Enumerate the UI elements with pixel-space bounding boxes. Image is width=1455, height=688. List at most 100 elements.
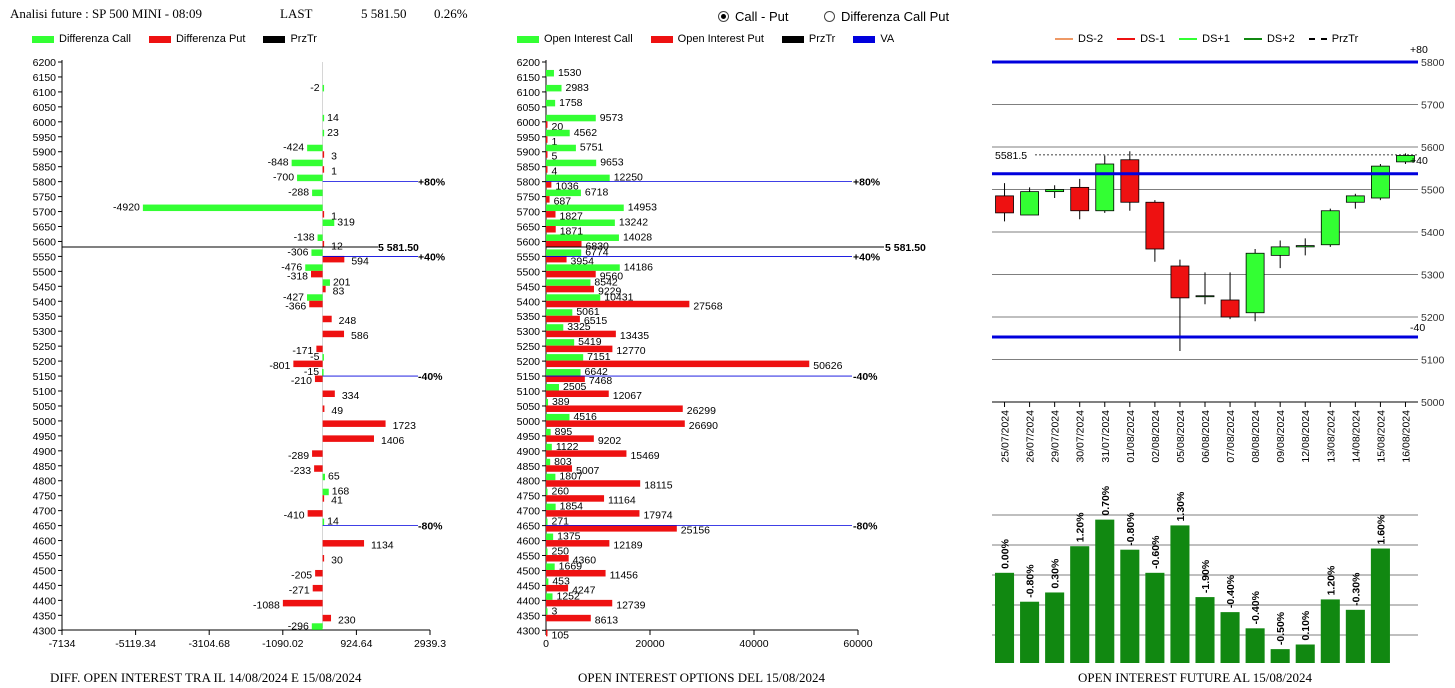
y-tick-label: 5400 [517,296,541,308]
oi-put-bar [546,510,640,517]
oi-put-label: 12739 [616,599,645,611]
candle-up [1295,245,1315,248]
candle-up [1371,165,1390,199]
oi-call-bar [546,488,548,496]
candle-up [1320,210,1340,246]
y-tick-label: 5200 [33,356,57,368]
y-tick-label: 5950 [33,132,57,144]
x-tick-label: 26/07/2024 [1025,410,1037,463]
call-diff-bar [322,369,324,376]
radio-diff-call-put[interactable]: Differenza Call Put [824,9,949,24]
radio-call-put[interactable]: Call - Put [718,9,788,24]
put-diff-bar [322,495,325,502]
call-diff-bar [305,264,323,271]
oi-call-bar [546,84,562,92]
x-tick-label: 01/08/2024 [1125,410,1137,463]
ds-level-label: +80 [1410,44,1428,56]
y-tick-label: 4650 [33,521,57,533]
oi-call-label: 453 [552,575,570,587]
y-tick-label: 4800 [517,476,541,488]
candle-down [1145,201,1165,250]
oi-put-label: 9229 [598,285,622,297]
oi-put-bar [546,420,685,427]
oi-put-bar [546,285,594,293]
put-diff-bar [322,255,345,263]
radio-call-put-label: Call - Put [735,9,789,24]
future-oi-label: 0.10% [1300,610,1312,640]
oi-call-bar [546,174,610,182]
last-value: 5 581.50 [361,6,407,21]
future-oi-bar [995,572,1015,663]
legend-item: Differenza Put [148,33,245,45]
oi-put-bar [546,330,616,338]
prztr-label: 5581.5 [995,150,1027,162]
call-diff-label: -2 [310,82,319,94]
y-tick-label: 5800 [1421,57,1445,69]
oi-put-label: 11456 [610,569,639,581]
y-tick-label: 5500 [33,266,57,278]
va-label: -80% [418,521,443,533]
y-tick-label: 4850 [517,461,541,473]
oi-put-bar [546,255,567,263]
legend-right: DS-2 DS-1 DS+1 DS+2 PrzTr [1055,33,1358,45]
oi-call-label: 260 [552,486,570,498]
call-diff-bar [322,518,325,526]
oi-call-label: 1854 [560,501,584,513]
oi-call-label: 1122 [556,441,579,453]
legend-label: Differenza Call [59,33,131,45]
legend-line [1055,38,1073,40]
oi-put-label: 4 [552,166,558,178]
y-tick-label: 5250 [517,341,541,353]
oi-put-label: 105 [552,629,570,641]
y-tick-label: 5550 [517,251,541,263]
put-diff-bar [322,151,325,158]
oi-put-label: 13435 [620,330,649,342]
oi-call-label: 9573 [600,112,624,124]
oi-put-label: 12189 [613,540,642,552]
legend-line [1308,38,1327,40]
put-diff-bar [322,540,365,547]
legend-item: Open Interest Call [517,33,633,45]
candle-down [1070,186,1090,212]
oi-call-label: 13242 [619,217,648,229]
radio-dot-selected[interactable] [718,11,729,22]
oi-put-label: 7468 [589,375,613,387]
future-oi-bar [1345,609,1365,663]
put-diff-label: 230 [338,614,356,626]
oi-call-label: 895 [555,426,573,438]
legend-label: VA [880,33,895,45]
call-diff-label: -424 [283,142,304,154]
y-tick-label: 5450 [33,281,57,293]
y-tick-label: 4750 [33,491,57,503]
x-tick-label: 14/08/2024 [1350,410,1362,463]
put-diff-label: -801 [269,360,290,372]
oi-call-label: 2983 [566,82,590,94]
oi-call-label: 14953 [628,202,657,214]
y-tick-label: 5300 [33,326,57,338]
x-tick-label: 2939.3 [414,638,446,650]
oi-put-bar [546,495,605,502]
call-diff-bar [322,354,324,361]
oi-put-bar [546,345,613,353]
put-diff-label: -205 [291,569,312,581]
future-oi-label: 1.60% [1375,514,1387,544]
oi-call-label: 4562 [574,127,598,139]
call-diff-bar [291,159,323,167]
oi-put-bar [546,121,548,128]
radio-dot[interactable] [824,11,835,22]
oi-put-bar [546,166,548,173]
put-diff-bar [307,510,323,517]
x-tick-label: -5119.34 [115,638,156,650]
legend-line [1117,38,1136,40]
ds-level-label: -40 [1410,322,1425,334]
put-diff-label: 49 [331,405,343,417]
y-tick-label: 4500 [33,565,57,577]
put-diff-label: 12 [331,240,343,252]
x-tick-label: 05/08/2024 [1175,410,1187,463]
y-tick-label: 4400 [33,595,57,607]
oi-call-bar [546,413,570,421]
oi-put-label: 17974 [643,510,672,522]
y-tick-label: 4500 [517,565,541,577]
future-oi-bar [1245,628,1265,663]
put-diff-bar [322,390,335,398]
